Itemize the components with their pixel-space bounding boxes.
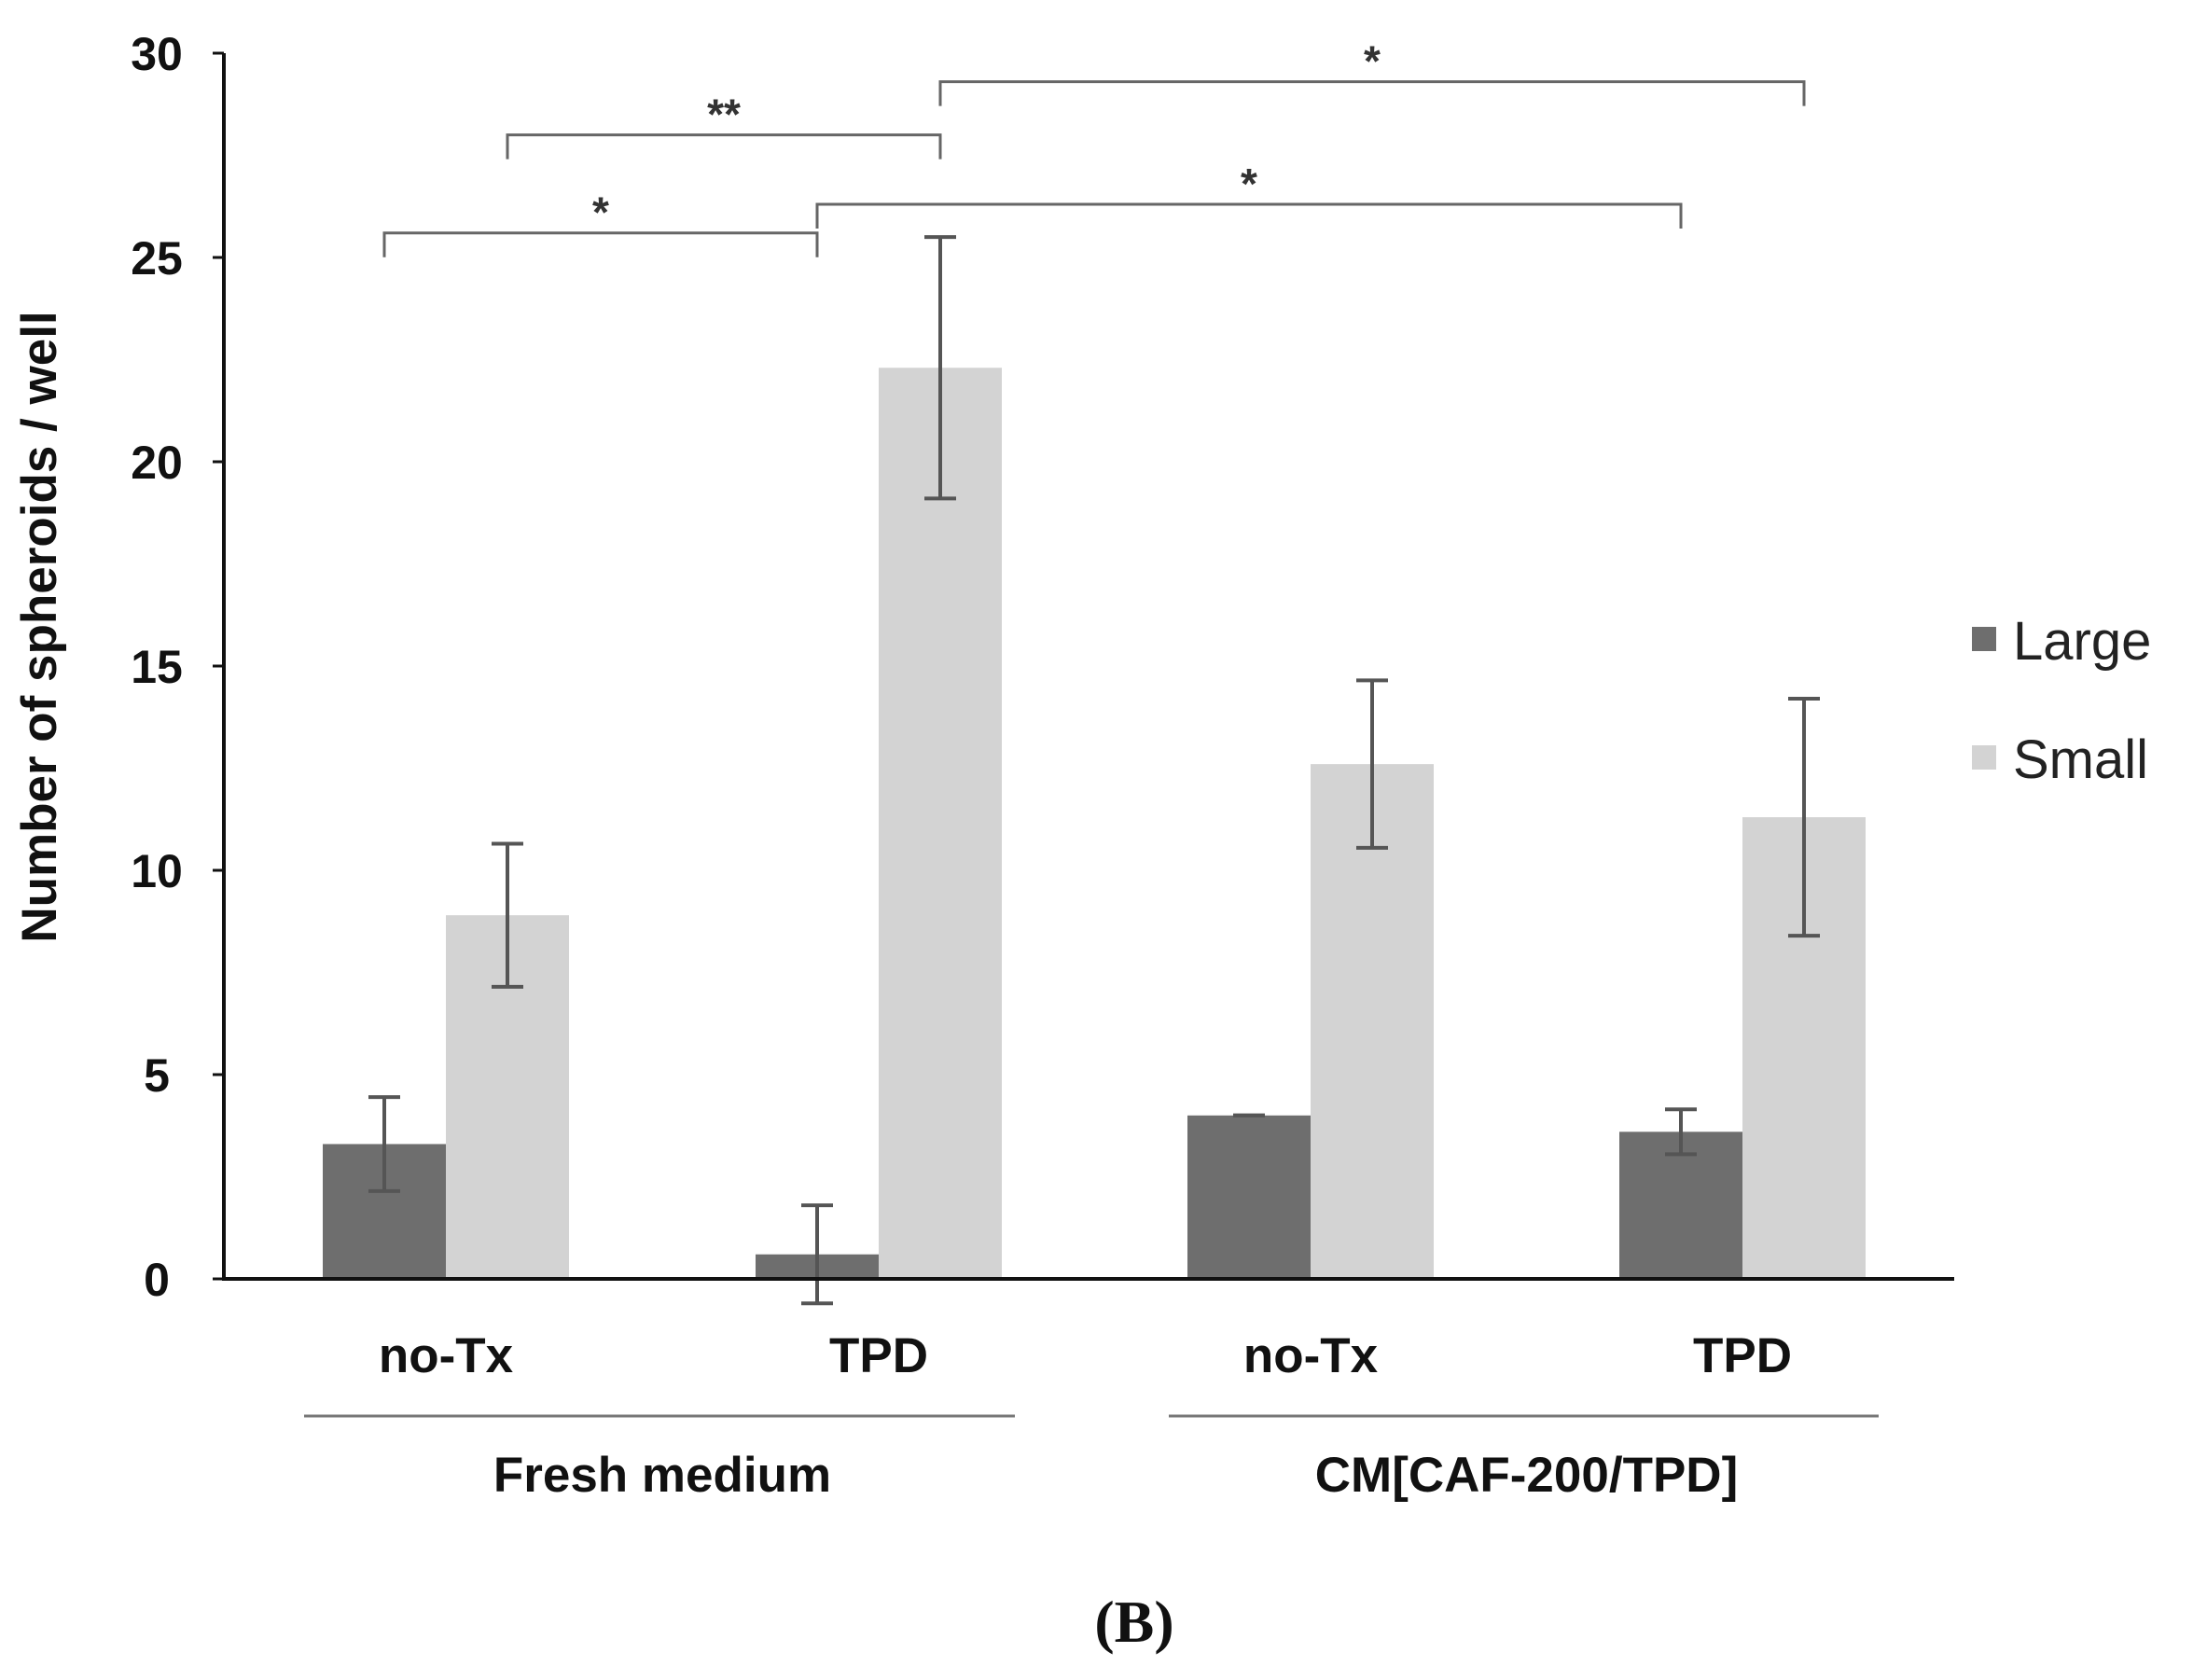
y-tick-label: 25 [131, 232, 183, 285]
significance-label-2: * [1241, 160, 1257, 208]
significance-brackets: ***** [382, 37, 1806, 257]
significance-bracket-1 [506, 133, 942, 160]
bar-small-1 [879, 368, 1002, 1279]
bar-large-2 [1187, 1115, 1311, 1279]
group-label-1: CM[CAF-200/TPD] [1315, 1448, 1738, 1503]
y-axis-ticks: 0 5 10 15 20 25 30 [131, 28, 224, 1306]
bars [323, 368, 1866, 1279]
category-labels: no-Tx TPD no-Tx TPD [379, 1328, 1792, 1383]
significance-bracket-2 [815, 202, 1683, 229]
error-bars [368, 235, 1820, 1306]
legend-swatch-small [1972, 745, 1996, 770]
legend-label-small: Small [2013, 729, 2148, 790]
group-labels: Fresh medium CM[CAF-200/TPD] [304, 1414, 1879, 1503]
legend: Large Small [1972, 611, 2151, 790]
panel-label: (B) [1094, 1589, 1173, 1655]
y-axis-label: Number of spheroids / well [12, 311, 67, 942]
significance-bracket-0 [382, 231, 819, 257]
category-label-2: no-Tx [1243, 1328, 1379, 1383]
bar-small-2 [1311, 764, 1434, 1279]
category-label-0: no-Tx [379, 1328, 514, 1383]
significance-label-3: * [1364, 37, 1381, 86]
significance-label-0: * [592, 188, 609, 237]
legend-label-large: Large [2013, 611, 2151, 672]
y-tick-label: 5 [144, 1049, 170, 1102]
significance-bracket-3 [938, 80, 1806, 106]
legend-swatch-large [1972, 627, 1996, 651]
bar-large-3 [1619, 1132, 1742, 1279]
y-tick-label: 30 [131, 28, 183, 80]
significance-label-1: ** [707, 90, 741, 139]
category-label-3: TPD [1693, 1328, 1792, 1383]
y-tick-label: 20 [131, 437, 183, 489]
y-tick-label: 0 [144, 1254, 170, 1306]
category-label-1: TPD [829, 1328, 928, 1383]
y-tick-label: 10 [131, 845, 183, 897]
y-tick-label: 15 [131, 641, 183, 693]
group-label-0: Fresh medium [493, 1448, 831, 1503]
